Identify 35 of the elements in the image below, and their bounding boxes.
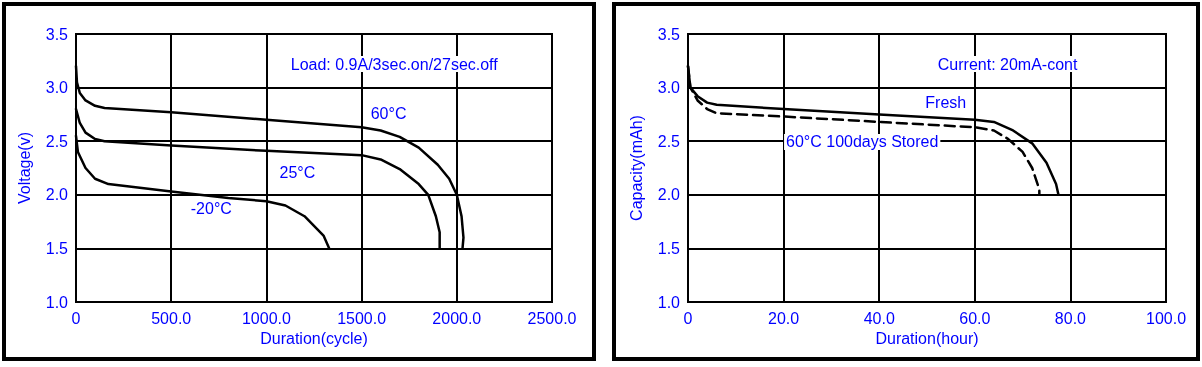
x-tick-label: 20.0 [768,309,800,327]
x-tick-label: 1500.0 [337,309,387,327]
series-label: -20°C [190,199,232,217]
y-tick-label: 1.0 [45,293,69,311]
x-tick-label: 40.0 [863,309,895,327]
y-axis-title: Voltage(v) [15,131,33,205]
series-label: 60°C 100days Stored [786,133,939,151]
x-tick-label: 80.0 [1054,309,1087,327]
y-tick-label: 2.5 [45,132,69,150]
y-tick-label: 1.5 [45,239,69,257]
y-axis-title: Capacity(mAh) [627,115,645,221]
y-tick-label: 1.0 [657,293,681,311]
x-tick-label: 2000.0 [432,309,482,327]
x-tick-label: 500.0 [151,309,192,327]
annotation: Current: 20mA-cont [937,55,1078,73]
x-axis-title: Duration(hour) [875,330,979,348]
x-tick-label: 60.0 [959,309,991,327]
x-tick-label: 0 [71,309,81,327]
y-tick-label: 3.5 [657,25,681,43]
y-tick-label: 3.0 [45,79,69,97]
y-tick-label: 1.5 [657,239,681,257]
y-tick-label: 2.0 [657,186,681,204]
x-axis-title: Duration(cycle) [260,330,368,348]
series-label: 60°C [370,104,407,122]
y-tick-label: 3.0 [657,79,681,97]
x-tick-label: 0 [683,309,693,327]
annotation: Load: 0.9A/3sec.on/27sec.off [290,55,499,73]
x-tick-label: 1000.0 [241,309,291,327]
y-tick-label: 3.5 [45,25,69,43]
x-tick-label: 2500.0 [527,309,577,327]
y-tick-label: 2.5 [657,132,681,150]
series-label: Fresh [925,94,967,112]
x-tick-label: 100.0 [1145,309,1187,327]
y-tick-label: 2.0 [45,186,69,204]
series-label: 25°C [279,164,316,182]
